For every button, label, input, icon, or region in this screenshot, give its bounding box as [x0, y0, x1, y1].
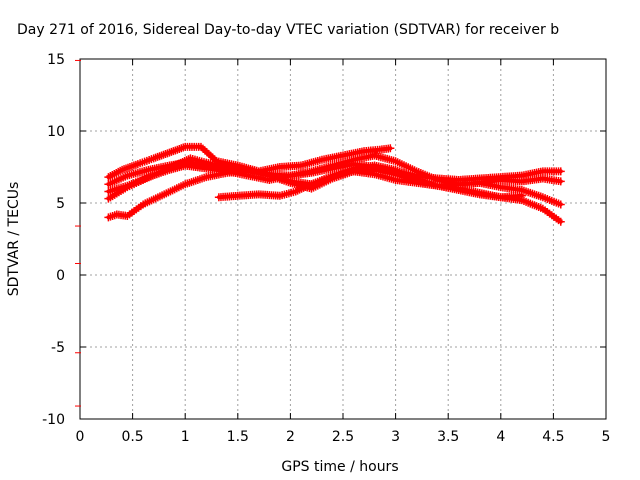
series-group	[104, 142, 565, 226]
y-tick-label: -5	[51, 340, 65, 356]
data-point	[556, 200, 565, 209]
x-tick-label: 4	[496, 429, 505, 445]
y-tick-label: -10	[42, 412, 65, 428]
x-tick-label: 1	[181, 429, 190, 445]
x-tick-label: 0.5	[121, 429, 143, 445]
y-tick-label: 5	[56, 196, 65, 212]
data-point	[556, 217, 565, 226]
y-tick-label: 10	[47, 124, 65, 140]
series-markers-6	[214, 161, 526, 202]
x-tick-label: 3.5	[437, 429, 459, 445]
x-tick-label: 2.5	[332, 429, 354, 445]
y-edge-marks	[75, 59, 81, 407]
x-axis-label: GPS time / hours	[281, 459, 398, 475]
x-tick-label: 4.5	[542, 429, 564, 445]
data-point	[517, 191, 526, 200]
data-point	[556, 167, 565, 176]
data-point	[556, 177, 565, 186]
x-tick-label: 2	[286, 429, 295, 445]
x-tick-label: 1.5	[227, 429, 249, 445]
chart-title: Day 271 of 2016, Sidereal Day-to-day VTE…	[17, 22, 559, 38]
y-tick-label: 0	[56, 268, 65, 284]
grid	[80, 59, 606, 419]
y-tick-label: 15	[47, 52, 65, 68]
x-tick-label: 3	[391, 429, 400, 445]
y-axis-label: SDTVAR / TECUs	[6, 182, 22, 297]
x-tick-label: 5	[602, 429, 611, 445]
data-point	[386, 144, 395, 153]
x-tick-label: 0	[76, 429, 85, 445]
axis-ticks: 0 0.5 1 1.5 2 2.5 3 3.5 4 4.5 5 -10 -5 0 5 10 15	[42, 52, 610, 445]
